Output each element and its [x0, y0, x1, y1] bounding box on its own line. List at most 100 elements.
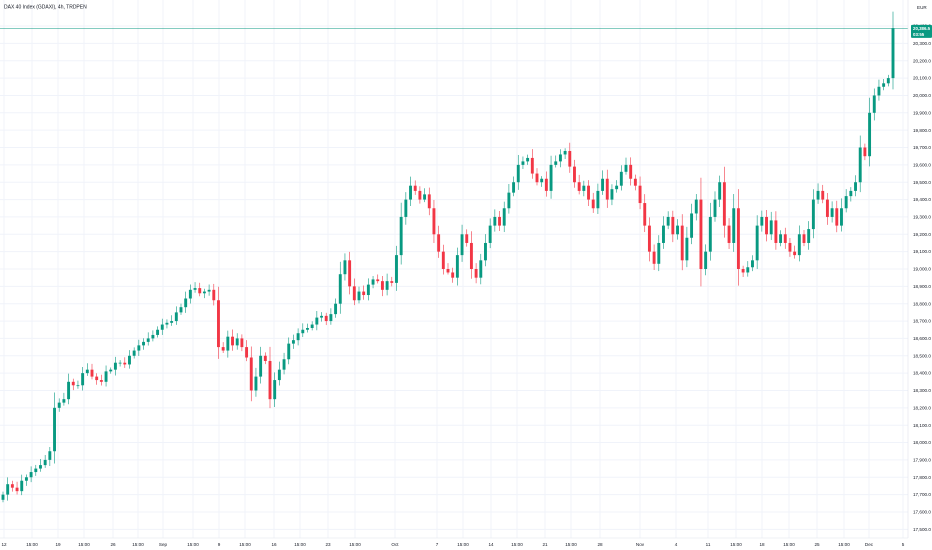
- candle[interactable]: [451, 267, 455, 283]
- currency-label[interactable]: EUR: [917, 5, 927, 10]
- candle[interactable]: [769, 211, 773, 241]
- candle[interactable]: [320, 312, 323, 322]
- candle[interactable]: [418, 186, 422, 204]
- candle[interactable]: [390, 276, 394, 287]
- candle[interactable]: [296, 328, 300, 346]
- candle[interactable]: [217, 286, 220, 359]
- candle[interactable]: [151, 330, 155, 342]
- candle[interactable]: [722, 166, 726, 238]
- candle[interactable]: [816, 183, 820, 204]
- candle[interactable]: [872, 88, 876, 121]
- candle[interactable]: [676, 219, 679, 240]
- candle[interactable]: [306, 323, 309, 333]
- candle[interactable]: [137, 339, 141, 356]
- candle[interactable]: [530, 149, 534, 179]
- candle[interactable]: [690, 203, 694, 245]
- candle[interactable]: [71, 378, 75, 391]
- candle[interactable]: [324, 312, 328, 326]
- candle[interactable]: [708, 202, 712, 261]
- candle[interactable]: [601, 170, 605, 195]
- time-axis[interactable]: 12 15:00 19 15:00 26 15:00 Sep 15:00 9 15:00 16 15:…: [1, 542, 904, 547]
- candle[interactable]: [540, 176, 544, 187]
- candle[interactable]: [591, 192, 595, 213]
- candle[interactable]: [142, 338, 145, 350]
- candle[interactable]: [835, 200, 839, 233]
- candle[interactable]: [788, 238, 792, 257]
- candle[interactable]: [849, 187, 853, 202]
- candle[interactable]: [760, 210, 764, 232]
- candle[interactable]: [226, 330, 230, 358]
- candle[interactable]: [165, 319, 169, 329]
- candle[interactable]: [123, 357, 127, 368]
- candle[interactable]: [657, 235, 661, 272]
- candle[interactable]: [446, 263, 450, 275]
- candle[interactable]: [371, 276, 375, 289]
- candle[interactable]: [643, 194, 647, 233]
- candle[interactable]: [807, 221, 811, 250]
- candle[interactable]: [109, 367, 113, 374]
- candle[interactable]: [479, 253, 483, 285]
- candle[interactable]: [455, 247, 459, 286]
- candle[interactable]: [718, 175, 722, 208]
- candle[interactable]: [413, 180, 417, 195]
- candle[interactable]: [128, 350, 131, 369]
- candle[interactable]: [343, 253, 347, 281]
- candle[interactable]: [348, 251, 352, 295]
- candle[interactable]: [797, 225, 801, 262]
- candle[interactable]: [231, 329, 234, 351]
- candle[interactable]: [755, 215, 759, 269]
- candle[interactable]: [174, 306, 178, 325]
- candle[interactable]: [891, 11, 895, 90]
- candle[interactable]: [544, 171, 548, 197]
- candle[interactable]: [1, 491, 5, 503]
- candle[interactable]: [188, 284, 192, 304]
- candle[interactable]: [57, 398, 61, 412]
- candle[interactable]: [104, 365, 108, 387]
- candle[interactable]: [549, 155, 553, 199]
- candle[interactable]: [793, 245, 797, 259]
- candle[interactable]: [558, 149, 562, 168]
- candle[interactable]: [582, 180, 586, 197]
- candle[interactable]: [62, 392, 66, 406]
- candle[interactable]: [170, 315, 174, 326]
- candle[interactable]: [310, 321, 314, 331]
- candle[interactable]: [43, 454, 47, 468]
- candle[interactable]: [179, 303, 183, 315]
- candle[interactable]: [198, 282, 202, 297]
- candle[interactable]: [844, 189, 848, 213]
- candle[interactable]: [460, 224, 464, 262]
- candle[interactable]: [338, 261, 342, 314]
- candle[interactable]: [554, 155, 558, 168]
- candle[interactable]: [29, 466, 33, 483]
- candle[interactable]: [563, 148, 567, 159]
- candle[interactable]: [376, 274, 380, 284]
- candle[interactable]: [516, 154, 520, 190]
- candle[interactable]: [184, 291, 188, 313]
- candle[interactable]: [774, 211, 778, 250]
- candle[interactable]: [432, 200, 436, 243]
- candle[interactable]: [254, 367, 258, 397]
- candle[interactable]: [825, 192, 829, 225]
- candle[interactable]: [268, 346, 272, 409]
- candle[interactable]: [610, 184, 614, 206]
- candle[interactable]: [291, 334, 295, 349]
- candle[interactable]: [404, 192, 408, 225]
- candle[interactable]: [498, 210, 501, 231]
- candle[interactable]: [409, 176, 412, 207]
- candle[interactable]: [619, 165, 623, 191]
- candle[interactable]: [877, 79, 881, 101]
- candle[interactable]: [732, 194, 736, 252]
- candle[interactable]: [886, 74, 890, 87]
- candle[interactable]: [207, 284, 211, 296]
- candle[interactable]: [605, 169, 609, 208]
- candle[interactable]: [273, 372, 277, 407]
- candle[interactable]: [202, 288, 206, 299]
- candle[interactable]: [779, 230, 783, 247]
- candle[interactable]: [652, 244, 656, 271]
- candle[interactable]: [329, 308, 333, 325]
- candle[interactable]: [287, 337, 291, 365]
- candle[interactable]: [39, 459, 42, 472]
- candle[interactable]: [502, 201, 506, 233]
- candle[interactable]: [666, 211, 670, 230]
